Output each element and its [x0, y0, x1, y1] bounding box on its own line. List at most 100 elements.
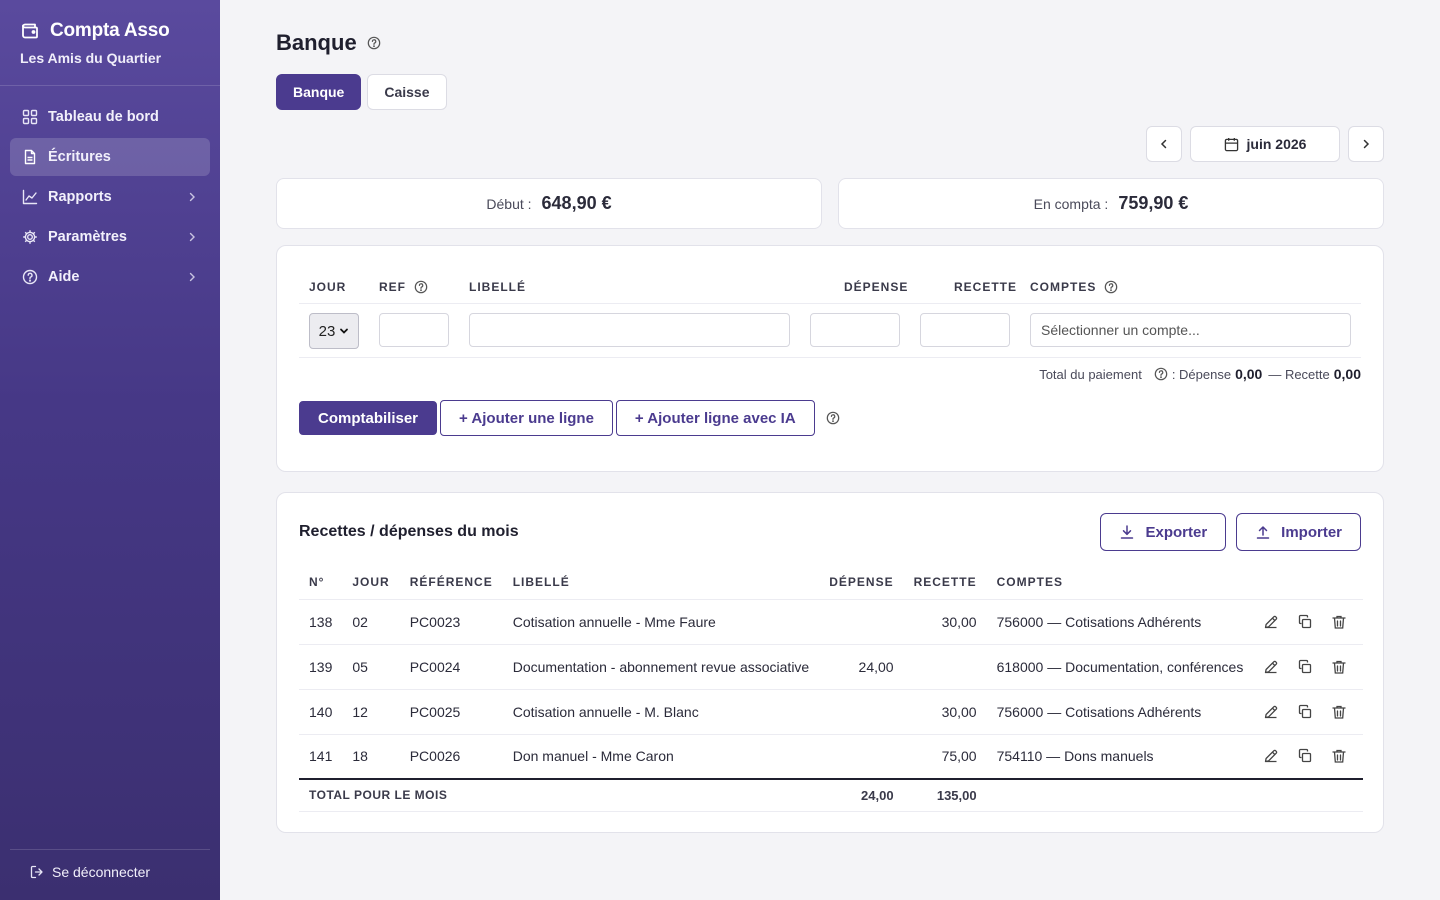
chevron-right-icon — [1360, 138, 1372, 150]
start-balance-value: 648,90 € — [541, 193, 612, 213]
expense-input[interactable] — [810, 313, 900, 347]
previous-month-button[interactable] — [1146, 126, 1182, 162]
column-header: Dépense — [819, 565, 904, 600]
income-header: Recette — [954, 280, 1018, 294]
actions-column-header — [1253, 565, 1364, 600]
start-balance-card: Début : 648,90 € — [276, 178, 822, 229]
sidebar-nav: Tableau de bord Écritures Rapports Param… — [0, 86, 220, 310]
label-input[interactable] — [469, 313, 790, 347]
export-button[interactable]: Exporter — [1100, 513, 1227, 551]
logout-label: Se déconnecter — [52, 864, 151, 880]
sidebar-item-dashboard[interactable]: Tableau de bord — [10, 98, 210, 136]
total-spacer — [1253, 778, 1364, 812]
entry-row: 23 Sélectionner un compte... — [299, 304, 1361, 358]
chevron-right-icon — [186, 191, 198, 203]
help-icon[interactable] — [826, 411, 840, 425]
entry-expense: 24,00 — [819, 644, 904, 690]
edit-icon[interactable] — [1263, 704, 1279, 720]
import-label: Importer — [1281, 523, 1342, 541]
trash-icon[interactable] — [1331, 614, 1347, 630]
current-balance-label: En compta : — [1033, 195, 1109, 212]
column-header: N° — [299, 565, 343, 600]
help-icon[interactable] — [1104, 280, 1118, 294]
logout-button[interactable]: Se déconnecter — [10, 849, 210, 880]
table-row: 141 18 PC0026 Don manuel - Mme Caron 75,… — [299, 734, 1364, 780]
comptabiliser-button[interactable]: Comptabiliser — [299, 401, 438, 435]
entry-account: 756000 — Cotisations Adhérents — [986, 689, 1254, 735]
current-balance-value: 759,90 € — [1118, 193, 1189, 213]
entry-day: 05 — [342, 644, 400, 690]
help-icon[interactable] — [414, 280, 428, 294]
entry-income: 75,00 — [903, 734, 987, 780]
edit-icon[interactable] — [1263, 614, 1279, 630]
table-row: 138 02 PC0023 Cotisation annuelle - Mme … — [299, 599, 1364, 645]
document-icon — [22, 149, 38, 165]
income-input[interactable] — [920, 313, 1010, 347]
payment-total-label: Total du paiement — [1039, 366, 1142, 382]
duplicate-icon[interactable] — [1297, 659, 1313, 675]
help-icon[interactable] — [1154, 367, 1168, 381]
account-select[interactable]: Sélectionner un compte... — [1030, 313, 1351, 347]
duplicate-icon[interactable] — [1297, 614, 1313, 630]
month-picker[interactable]: juin 2026 — [1190, 126, 1340, 162]
entry-form-card: Jour Ref Libellé Dépense Recette Comptes… — [276, 245, 1384, 472]
row-actions — [1253, 734, 1364, 780]
duplicate-icon[interactable] — [1297, 748, 1313, 764]
ref-header: Ref — [379, 280, 428, 294]
tab-caisse[interactable]: Caisse — [367, 74, 447, 110]
trash-icon[interactable] — [1331, 704, 1347, 720]
row-actions — [1253, 599, 1364, 645]
add-line-button[interactable]: + Ajouter une ligne — [440, 400, 613, 436]
wallet-icon — [20, 21, 40, 41]
payment-income-value: 0,00 — [1333, 366, 1361, 382]
edit-icon[interactable] — [1263, 659, 1279, 675]
entry-day: 18 — [342, 734, 400, 780]
sidebar-item-ecritures[interactable]: Écritures — [10, 138, 210, 176]
edit-icon[interactable] — [1263, 748, 1279, 764]
organization-name: Les Amis du Quartier — [20, 50, 162, 66]
ref-input[interactable] — [379, 313, 449, 347]
entry-form-header: Jour Ref Libellé Dépense Recette Comptes — [299, 280, 1361, 304]
entry-expense — [819, 734, 904, 780]
add-ai-line-button[interactable]: + Ajouter ligne avec IA — [615, 400, 815, 436]
export-label: Exporter — [1145, 523, 1208, 541]
tab-banque[interactable]: Banque — [276, 74, 362, 110]
next-month-button[interactable] — [1348, 126, 1384, 162]
account-tabs: Banque Caisse — [276, 74, 447, 110]
calendar-icon — [1224, 137, 1239, 152]
sidebar-item-label: Tableau de bord — [48, 109, 159, 125]
column-header: Référence — [399, 565, 503, 600]
list-actions: Exporter Importer — [1100, 513, 1361, 551]
total-expense: 24,00 — [819, 778, 904, 812]
start-balance-label: Début : — [486, 195, 532, 212]
trash-icon[interactable] — [1331, 748, 1347, 764]
day-value: 23 — [318, 322, 336, 340]
entry-account: 754110 — Dons manuels — [986, 734, 1254, 780]
sidebar-item-rapports[interactable]: Rapports — [10, 178, 210, 216]
entry-number: 140 — [299, 689, 343, 735]
entry-expense — [819, 599, 904, 645]
day-header: Jour — [309, 280, 347, 294]
day-select[interactable]: 23 — [309, 313, 359, 349]
import-button[interactable]: Importer — [1236, 513, 1361, 551]
logout-icon — [30, 865, 44, 879]
gear-icon — [22, 229, 38, 245]
entry-label: Cotisation annuelle - Mme Faure — [502, 599, 820, 645]
trash-icon[interactable] — [1331, 659, 1347, 675]
sidebar: Compta Asso Les Amis du Quartier Tableau… — [0, 0, 220, 900]
help-icon[interactable] — [367, 36, 381, 50]
section-title: Recettes / dépenses du mois — [299, 523, 519, 540]
help-circle-icon — [22, 269, 38, 285]
payment-income-label: — Recette — [1268, 366, 1330, 382]
sidebar-item-parametres[interactable]: Paramètres — [10, 218, 210, 256]
entry-day: 02 — [342, 599, 400, 645]
row-actions — [1253, 644, 1364, 690]
table-row: 139 05 PC0024 Documentation - abonnement… — [299, 644, 1364, 690]
duplicate-icon[interactable] — [1297, 704, 1313, 720]
month-navigator: juin 2026 — [1146, 126, 1384, 162]
entry-ref: PC0025 — [399, 689, 503, 735]
sidebar-item-aide[interactable]: Aide — [10, 258, 210, 296]
label-header: Libellé — [469, 280, 526, 294]
download-icon — [1119, 524, 1135, 540]
payment-expense-value: 0,00 — [1235, 366, 1263, 382]
